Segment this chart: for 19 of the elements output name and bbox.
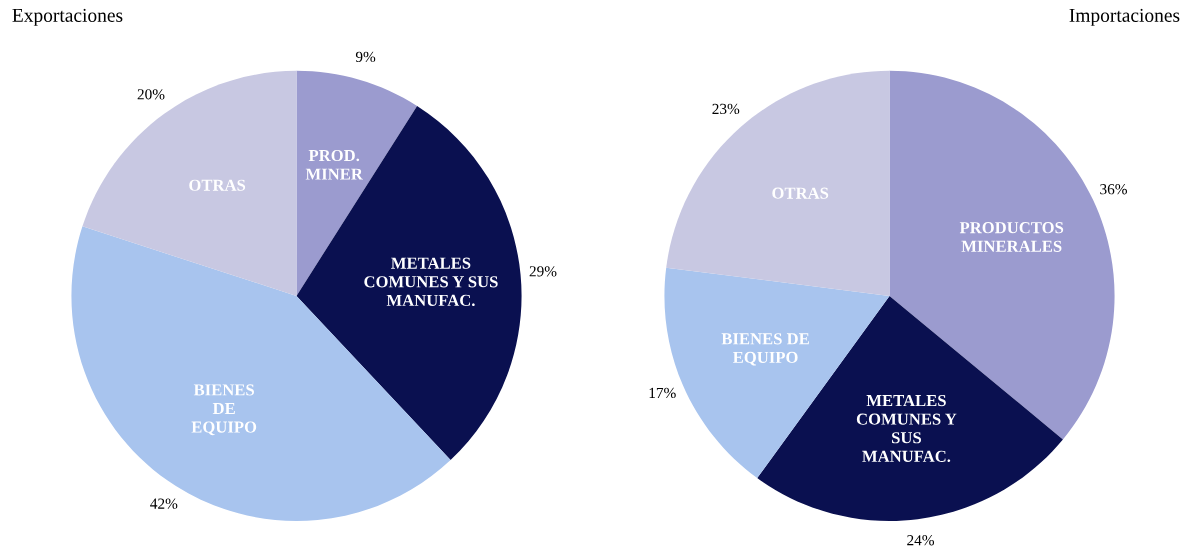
pie-slice xyxy=(296,105,522,460)
data-label: 17% xyxy=(649,387,676,399)
slice-label: BIENES DE EQUIPO xyxy=(191,384,257,436)
data-label: 23% xyxy=(712,103,740,115)
slice-label: PROD. MINER xyxy=(305,149,364,180)
slice-label: BIENES DE EQUIPO xyxy=(721,333,809,366)
pie-slice xyxy=(666,70,890,296)
chart-title: Exportaciones xyxy=(12,8,123,26)
data-label: 9% xyxy=(355,51,376,63)
pie-slice xyxy=(82,70,297,296)
data-label: 36% xyxy=(1100,184,1127,195)
data-label: 29% xyxy=(529,266,557,277)
data-label: 24% xyxy=(907,535,935,546)
data-label: 42% xyxy=(150,498,178,509)
slice-label: METALES COMUNES Y SUS MANUFAC. xyxy=(856,394,957,463)
chart-title: Importaciones xyxy=(1069,8,1180,26)
slice-label: METALES COMUNES Y SUS MANUFAC. xyxy=(364,257,498,307)
data-label: 20% xyxy=(137,89,165,100)
slice-label: PRODUCTOS MINERALES xyxy=(959,222,1064,252)
